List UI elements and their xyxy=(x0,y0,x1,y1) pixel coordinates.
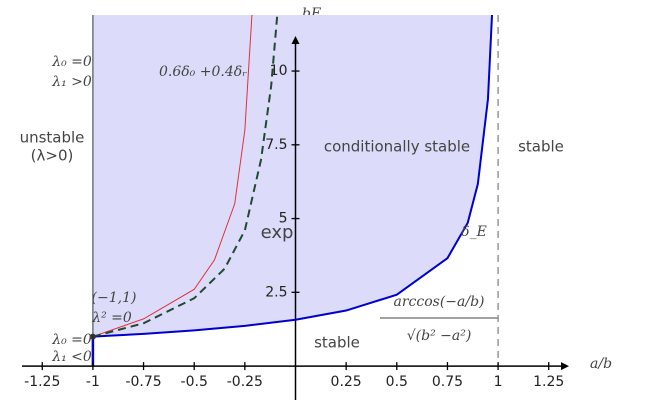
annotation: arccos(−a/b) xyxy=(393,294,484,310)
x-axis-label: a/b xyxy=(590,356,612,372)
annotation: (λ>0) xyxy=(31,147,74,165)
y-tick-label: 2.5 xyxy=(265,284,287,300)
curve xyxy=(92,14,253,338)
annotation: √(b² −a²) xyxy=(407,328,472,344)
point xyxy=(89,333,96,340)
curve xyxy=(92,14,494,338)
annotation: unstable xyxy=(20,129,85,147)
annotation: λ₁ >0 xyxy=(51,74,92,90)
annotation: λ₀ =0 xyxy=(51,54,92,70)
annotation: λ₁ <0 xyxy=(51,349,92,365)
annotation: δ_E xyxy=(461,224,487,240)
x-tick-label: 0.75 xyxy=(432,374,463,390)
x-tick-label: 1.25 xyxy=(533,374,564,390)
x-tick-label: -1.25 xyxy=(24,374,60,390)
x-tick-label: -1 xyxy=(86,374,100,390)
annotation: 0.6δ₀ +0.4δᵣ xyxy=(159,64,247,80)
annotation: stable xyxy=(314,334,360,352)
annotation: λ² =0 xyxy=(91,310,132,326)
x-tick-label: -0.75 xyxy=(125,374,161,390)
x-tick-label: -0.5 xyxy=(181,374,208,390)
annotation: stable xyxy=(518,138,564,156)
x-tick-label: -0.25 xyxy=(227,374,263,390)
y-tick-label: 10 xyxy=(270,63,288,79)
x-tick-label: 1 xyxy=(494,374,503,390)
stable-region xyxy=(92,15,493,337)
y-arrow xyxy=(291,36,300,44)
x-tick-label: 0.25 xyxy=(331,374,362,390)
curve xyxy=(92,14,279,338)
annotation: λ₀ =0 xyxy=(51,332,92,348)
x-tick-label: 0.5 xyxy=(386,374,408,390)
annotation: exp xyxy=(261,222,294,243)
annotation: conditionally stable xyxy=(324,138,470,156)
x-arrow xyxy=(561,362,569,371)
y-tick-label: 7.5 xyxy=(265,137,287,153)
annotation: (−1,1) xyxy=(92,290,137,306)
y-tick-label: 5 xyxy=(279,211,288,227)
